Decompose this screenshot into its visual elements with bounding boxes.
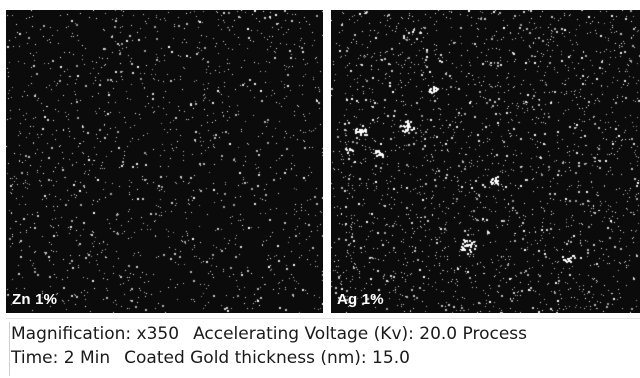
caption-voltage: Accelerating Voltage (Kv): 20.0 Process bbox=[193, 324, 528, 344]
caption-divider bbox=[6, 318, 640, 319]
ag-map-label: Ag 1% bbox=[337, 291, 384, 308]
caption-magnification: Magnification: x350 bbox=[11, 324, 180, 344]
ag-element-map: Ag 1% bbox=[331, 10, 640, 313]
caption-time: Time: 2 Min bbox=[11, 348, 111, 368]
ag-dot-map bbox=[331, 10, 640, 313]
zn-element-map: Zn 1% bbox=[6, 10, 323, 313]
zn-map-label: Zn 1% bbox=[12, 291, 58, 308]
caption-gold-thickness: Coated Gold thickness (nm): 15.0 bbox=[124, 348, 410, 368]
zn-dot-map bbox=[6, 10, 323, 313]
caption-line-2: Time: 2 Min Coated Gold thickness (nm): 1… bbox=[11, 346, 640, 370]
caption-line-1: Magnification: x350 Accelerating Voltage … bbox=[11, 322, 640, 346]
figure-caption: Magnification: x350 Accelerating Voltage … bbox=[9, 322, 640, 376]
